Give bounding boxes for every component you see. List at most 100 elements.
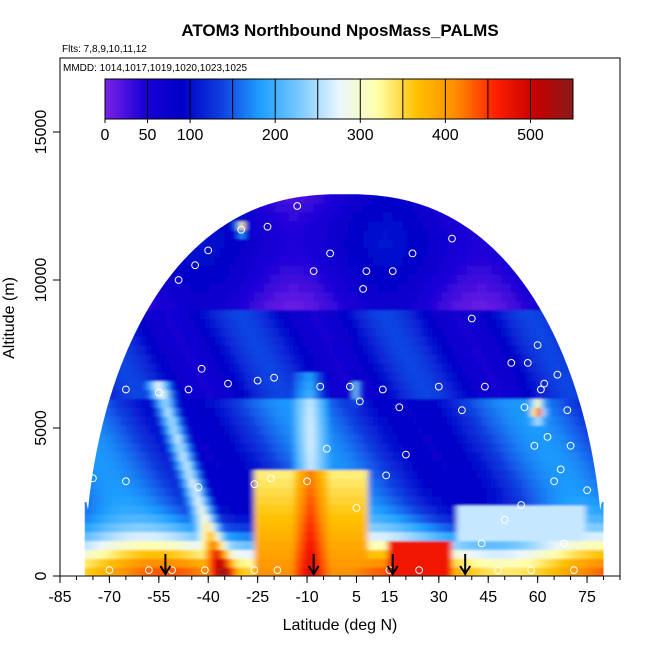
heatmap-cell — [145, 442, 152, 453]
heatmap-cell — [219, 389, 226, 399]
sample-point — [316, 382, 325, 391]
heatmap-cell — [204, 309, 211, 320]
heatmap-cell — [214, 362, 221, 373]
heatmap-cell — [145, 389, 152, 399]
heatmap-cell — [412, 211, 418, 222]
heatmap-cell — [496, 283, 502, 293]
heatmap-cell — [447, 371, 453, 382]
heatmap-cell — [175, 513, 181, 524]
heatmap-cell — [422, 354, 428, 364]
heatmap-cell — [442, 300, 448, 311]
heatmap-cell — [229, 345, 236, 355]
heatmap-cell — [195, 416, 201, 426]
heatmap-cell — [466, 238, 473, 249]
heatmap-cell — [521, 283, 527, 293]
heatmap-cell — [536, 336, 542, 346]
heatmap-cell — [412, 407, 418, 417]
heatmap-cell — [570, 567, 577, 576]
heatmap-cell — [264, 211, 270, 222]
heatmap-cell — [368, 256, 374, 266]
heatmap-cell — [175, 478, 181, 488]
sample-points-layer — [82, 202, 591, 574]
heatmap-cell — [377, 327, 384, 337]
heatmap-cell — [308, 487, 315, 497]
heatmap-cell — [442, 487, 448, 497]
heatmap-cell — [432, 425, 438, 435]
heatmap-cell — [214, 451, 221, 462]
heatmap-cell — [422, 291, 428, 302]
heatmap-cell — [293, 433, 300, 444]
heatmap-cell — [180, 380, 186, 391]
heatmap-cell — [244, 558, 250, 568]
heatmap-cell — [185, 300, 191, 311]
heatmap-cell — [358, 389, 364, 399]
heatmap-cell — [219, 291, 226, 302]
heatmap-cell — [125, 549, 132, 559]
heatmap-cell — [447, 229, 453, 240]
heatmap-cell — [254, 469, 260, 479]
heatmap-cell — [284, 398, 290, 408]
heatmap-cell — [377, 203, 384, 213]
heatmap-cell — [353, 389, 359, 399]
heatmap-cell — [244, 309, 250, 320]
heatmap-cell — [274, 451, 280, 462]
heatmap-cell — [387, 229, 394, 240]
sample-point — [89, 474, 97, 483]
heatmap-cell — [135, 496, 142, 506]
heatmap-cell — [185, 354, 191, 364]
heatmap-cell — [288, 327, 295, 337]
heatmap-cell — [417, 513, 423, 524]
heatmap-cell — [219, 451, 226, 462]
heatmap-cell — [135, 433, 142, 444]
heatmap-cell — [402, 505, 409, 515]
heatmap-cell — [323, 407, 329, 417]
sample-point — [395, 403, 404, 412]
heatmap-cell — [417, 425, 423, 435]
heatmap-cell — [545, 371, 552, 382]
heatmap-cell — [269, 460, 275, 471]
heatmap-cell — [175, 442, 181, 453]
heatmap-cell — [264, 496, 270, 506]
heatmap-cell — [417, 496, 423, 506]
heatmap-cell — [536, 549, 542, 559]
heatmap-cell — [150, 540, 157, 550]
heatmap-cell — [471, 505, 478, 515]
heatmap-cell — [284, 558, 290, 568]
heatmap-cell — [491, 531, 497, 542]
heatmap-cell — [318, 505, 325, 515]
heatmap-cell — [214, 469, 221, 479]
heatmap-cell — [298, 522, 305, 533]
heatmap-cell — [368, 460, 374, 471]
heatmap-cell — [195, 274, 201, 284]
heatmap-cell — [175, 345, 181, 355]
heatmap-cell — [333, 274, 339, 284]
heatmap-cell — [516, 496, 522, 506]
heatmap-cell — [155, 513, 161, 524]
heatmap-cell — [185, 442, 191, 453]
heatmap-cell — [130, 371, 137, 382]
heatmap-cell — [412, 336, 418, 346]
heatmap-cell — [180, 274, 186, 284]
heatmap-cell — [456, 513, 463, 524]
heatmap-cell — [363, 300, 369, 311]
heatmap-cell — [432, 496, 438, 506]
heatmap-cell — [308, 194, 315, 204]
heatmap-cell — [125, 522, 132, 533]
heatmap-cell — [353, 309, 359, 320]
heatmap-cell — [407, 451, 413, 462]
heatmap-cell — [516, 531, 522, 542]
heatmap-cell — [560, 505, 567, 515]
heatmap-cell — [550, 460, 557, 471]
heatmap-cell — [491, 442, 497, 453]
heatmap-cell — [501, 371, 507, 382]
heatmap-cell — [427, 318, 433, 328]
heatmap-cell — [531, 505, 537, 515]
heatmap-cell — [550, 505, 557, 515]
heatmap-cell — [456, 442, 463, 453]
heatmap-cell — [244, 380, 250, 391]
heatmap-cell — [496, 442, 502, 453]
heatmap-cell — [407, 211, 413, 222]
heatmap-cell — [437, 407, 443, 417]
heatmap-cell — [259, 300, 265, 311]
heatmap-cell — [244, 407, 250, 417]
